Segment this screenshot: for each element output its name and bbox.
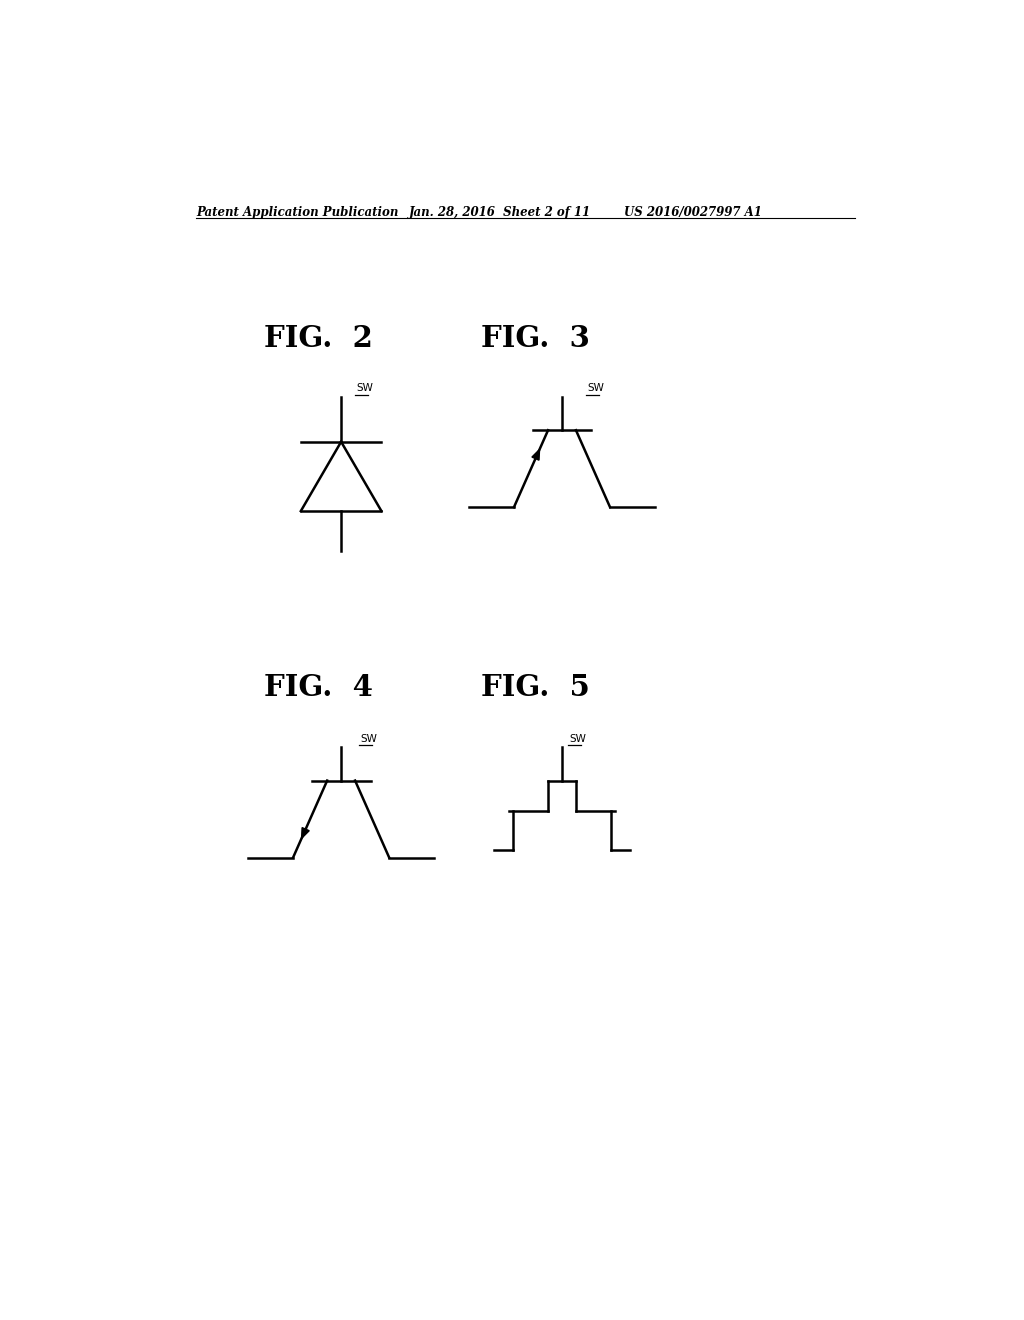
Text: FIG.  4: FIG. 4: [263, 673, 373, 702]
Text: SW: SW: [588, 383, 604, 393]
Text: FIG.  2: FIG. 2: [263, 323, 373, 352]
Text: Patent Application Publication: Patent Application Publication: [197, 206, 398, 219]
Text: Jan. 28, 2016  Sheet 2 of 11: Jan. 28, 2016 Sheet 2 of 11: [409, 206, 591, 219]
Text: FIG.  5: FIG. 5: [480, 673, 590, 702]
Text: SW: SW: [360, 734, 378, 743]
Text: US 2016/0027997 A1: US 2016/0027997 A1: [624, 206, 762, 219]
Text: SW: SW: [569, 734, 587, 743]
Polygon shape: [302, 828, 309, 838]
Text: FIG.  3: FIG. 3: [480, 323, 590, 352]
Polygon shape: [531, 449, 540, 461]
Text: SW: SW: [356, 383, 374, 393]
